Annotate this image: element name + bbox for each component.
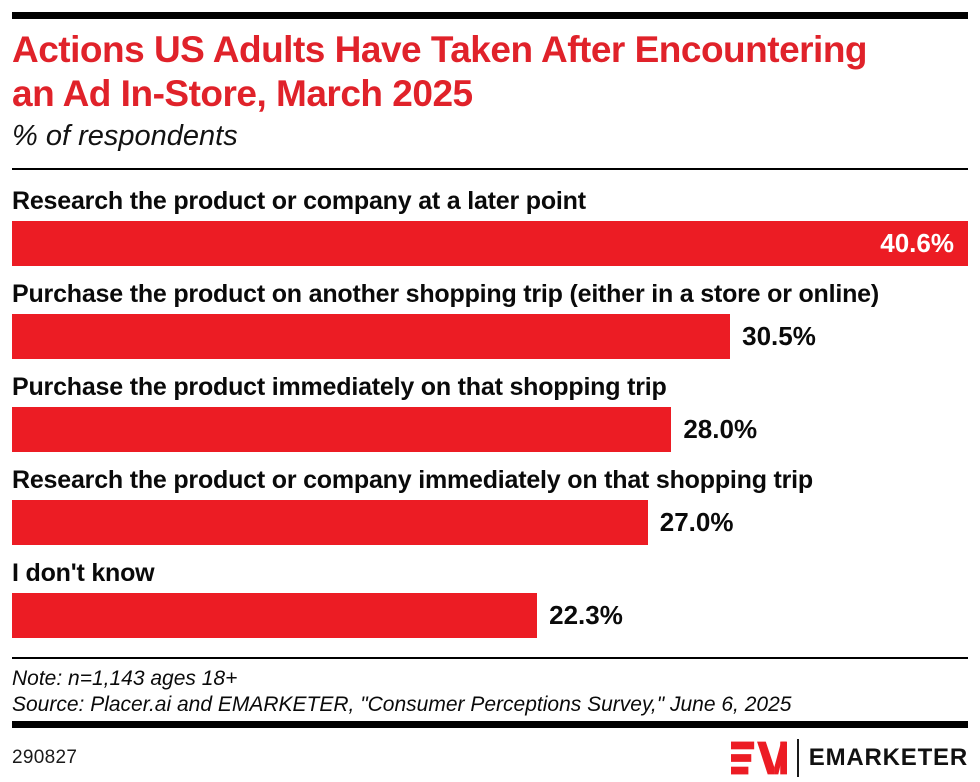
bar-category-label: Purchase the product immediately on that…	[12, 373, 667, 401]
bar-value-label: 22.3%	[549, 600, 623, 630]
bar-group: Purchase the product immediately on that…	[12, 374, 968, 452]
footnote-divider	[12, 657, 968, 659]
bar-group: Research the product or company at a lat…	[12, 188, 968, 266]
bar-category-label: Research the product or company immediat…	[12, 466, 814, 494]
footer: 290827 EMARKETER	[12, 739, 968, 777]
header-divider	[12, 168, 968, 170]
bar-group: I don't know 22.3%	[12, 560, 968, 638]
bar-value-label: 27.0%	[659, 507, 734, 537]
bar-category-label: Purchase the product on another shopping…	[12, 280, 880, 308]
bar-value-label: 30.5%	[742, 321, 816, 351]
logo-separator	[796, 739, 799, 777]
bar-row: 28.0%	[12, 407, 968, 452]
bar	[12, 500, 648, 545]
chart-subtitle: % of respondents	[12, 120, 238, 152]
chart-title-line2: an Ad In-Store, March 2025	[12, 73, 473, 114]
em-monogram-icon	[730, 741, 787, 775]
brand-wordmark: EMARKETER	[808, 744, 968, 771]
bar	[12, 593, 538, 638]
chart-title-line1: Actions US Adults Have Taken After Encou…	[12, 29, 868, 70]
bar	[12, 314, 731, 359]
chart-id: 290827	[12, 747, 78, 768]
source-text: Source: Placer.ai and EMARKETER, "Consum…	[12, 693, 792, 716]
bar-row: 27.0%	[12, 500, 968, 545]
footnotes: Note: n=1,143 ages 18+ Source: Placer.ai…	[12, 666, 968, 718]
bar-chart: Research the product or company at a lat…	[12, 188, 968, 638]
note-text: Note: n=1,143 ages 18+	[12, 667, 238, 690]
top-rule	[12, 12, 968, 19]
bar-value-label: 40.6%	[880, 228, 954, 258]
bar	[12, 407, 672, 452]
bar-value-label: 28.0%	[683, 414, 758, 444]
bar-row: 30.5%	[12, 314, 968, 359]
chart-title: Actions US Adults Have Taken After Encou…	[12, 28, 968, 116]
bottom-rule	[12, 721, 968, 728]
emarketer-logo: EMARKETER	[730, 739, 968, 777]
bar: 40.6%	[12, 221, 968, 266]
bar-group: Purchase the product on another shopping…	[12, 281, 968, 359]
bar-group: Research the product or company immediat…	[12, 467, 968, 545]
bar-row: 22.3%	[12, 593, 968, 638]
bar-category-label: I don't know	[12, 559, 155, 587]
bar-category-label: Research the product or company at a lat…	[12, 187, 586, 215]
bar-row: 40.6%	[12, 221, 968, 266]
